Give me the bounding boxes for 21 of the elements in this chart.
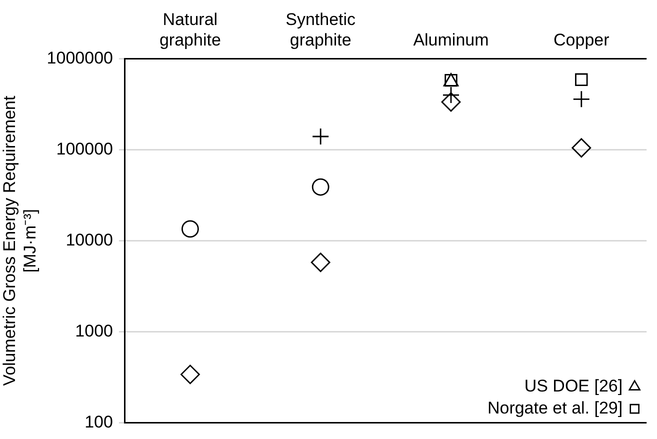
legend-label: Norgate et al. [29]	[487, 398, 623, 418]
y-tick-label: 1000000	[46, 48, 113, 68]
point	[572, 138, 592, 158]
legend-label: US DOE [26]	[524, 376, 623, 396]
y-axis-title: Volumetric Gross Energy Requirement [MJ·m⁻³]	[0, 95, 40, 386]
point	[575, 73, 588, 86]
point	[572, 90, 590, 108]
point	[181, 220, 199, 238]
point	[312, 128, 330, 146]
x-tick-label: Natural graphite	[159, 10, 221, 50]
x-tick-label: Synthetic graphite	[286, 10, 356, 50]
y-tick-label: 10000	[66, 230, 113, 250]
x-tick-label: Aluminum	[413, 30, 489, 50]
y-tick-label: 1000	[75, 321, 113, 340]
y-tick-label: 100	[84, 412, 113, 432]
point	[441, 92, 461, 112]
y-tick-label: 100000	[56, 139, 113, 158]
point	[180, 364, 200, 384]
x-tick-label: Copper	[554, 30, 610, 50]
point	[310, 252, 330, 272]
point	[312, 178, 330, 196]
